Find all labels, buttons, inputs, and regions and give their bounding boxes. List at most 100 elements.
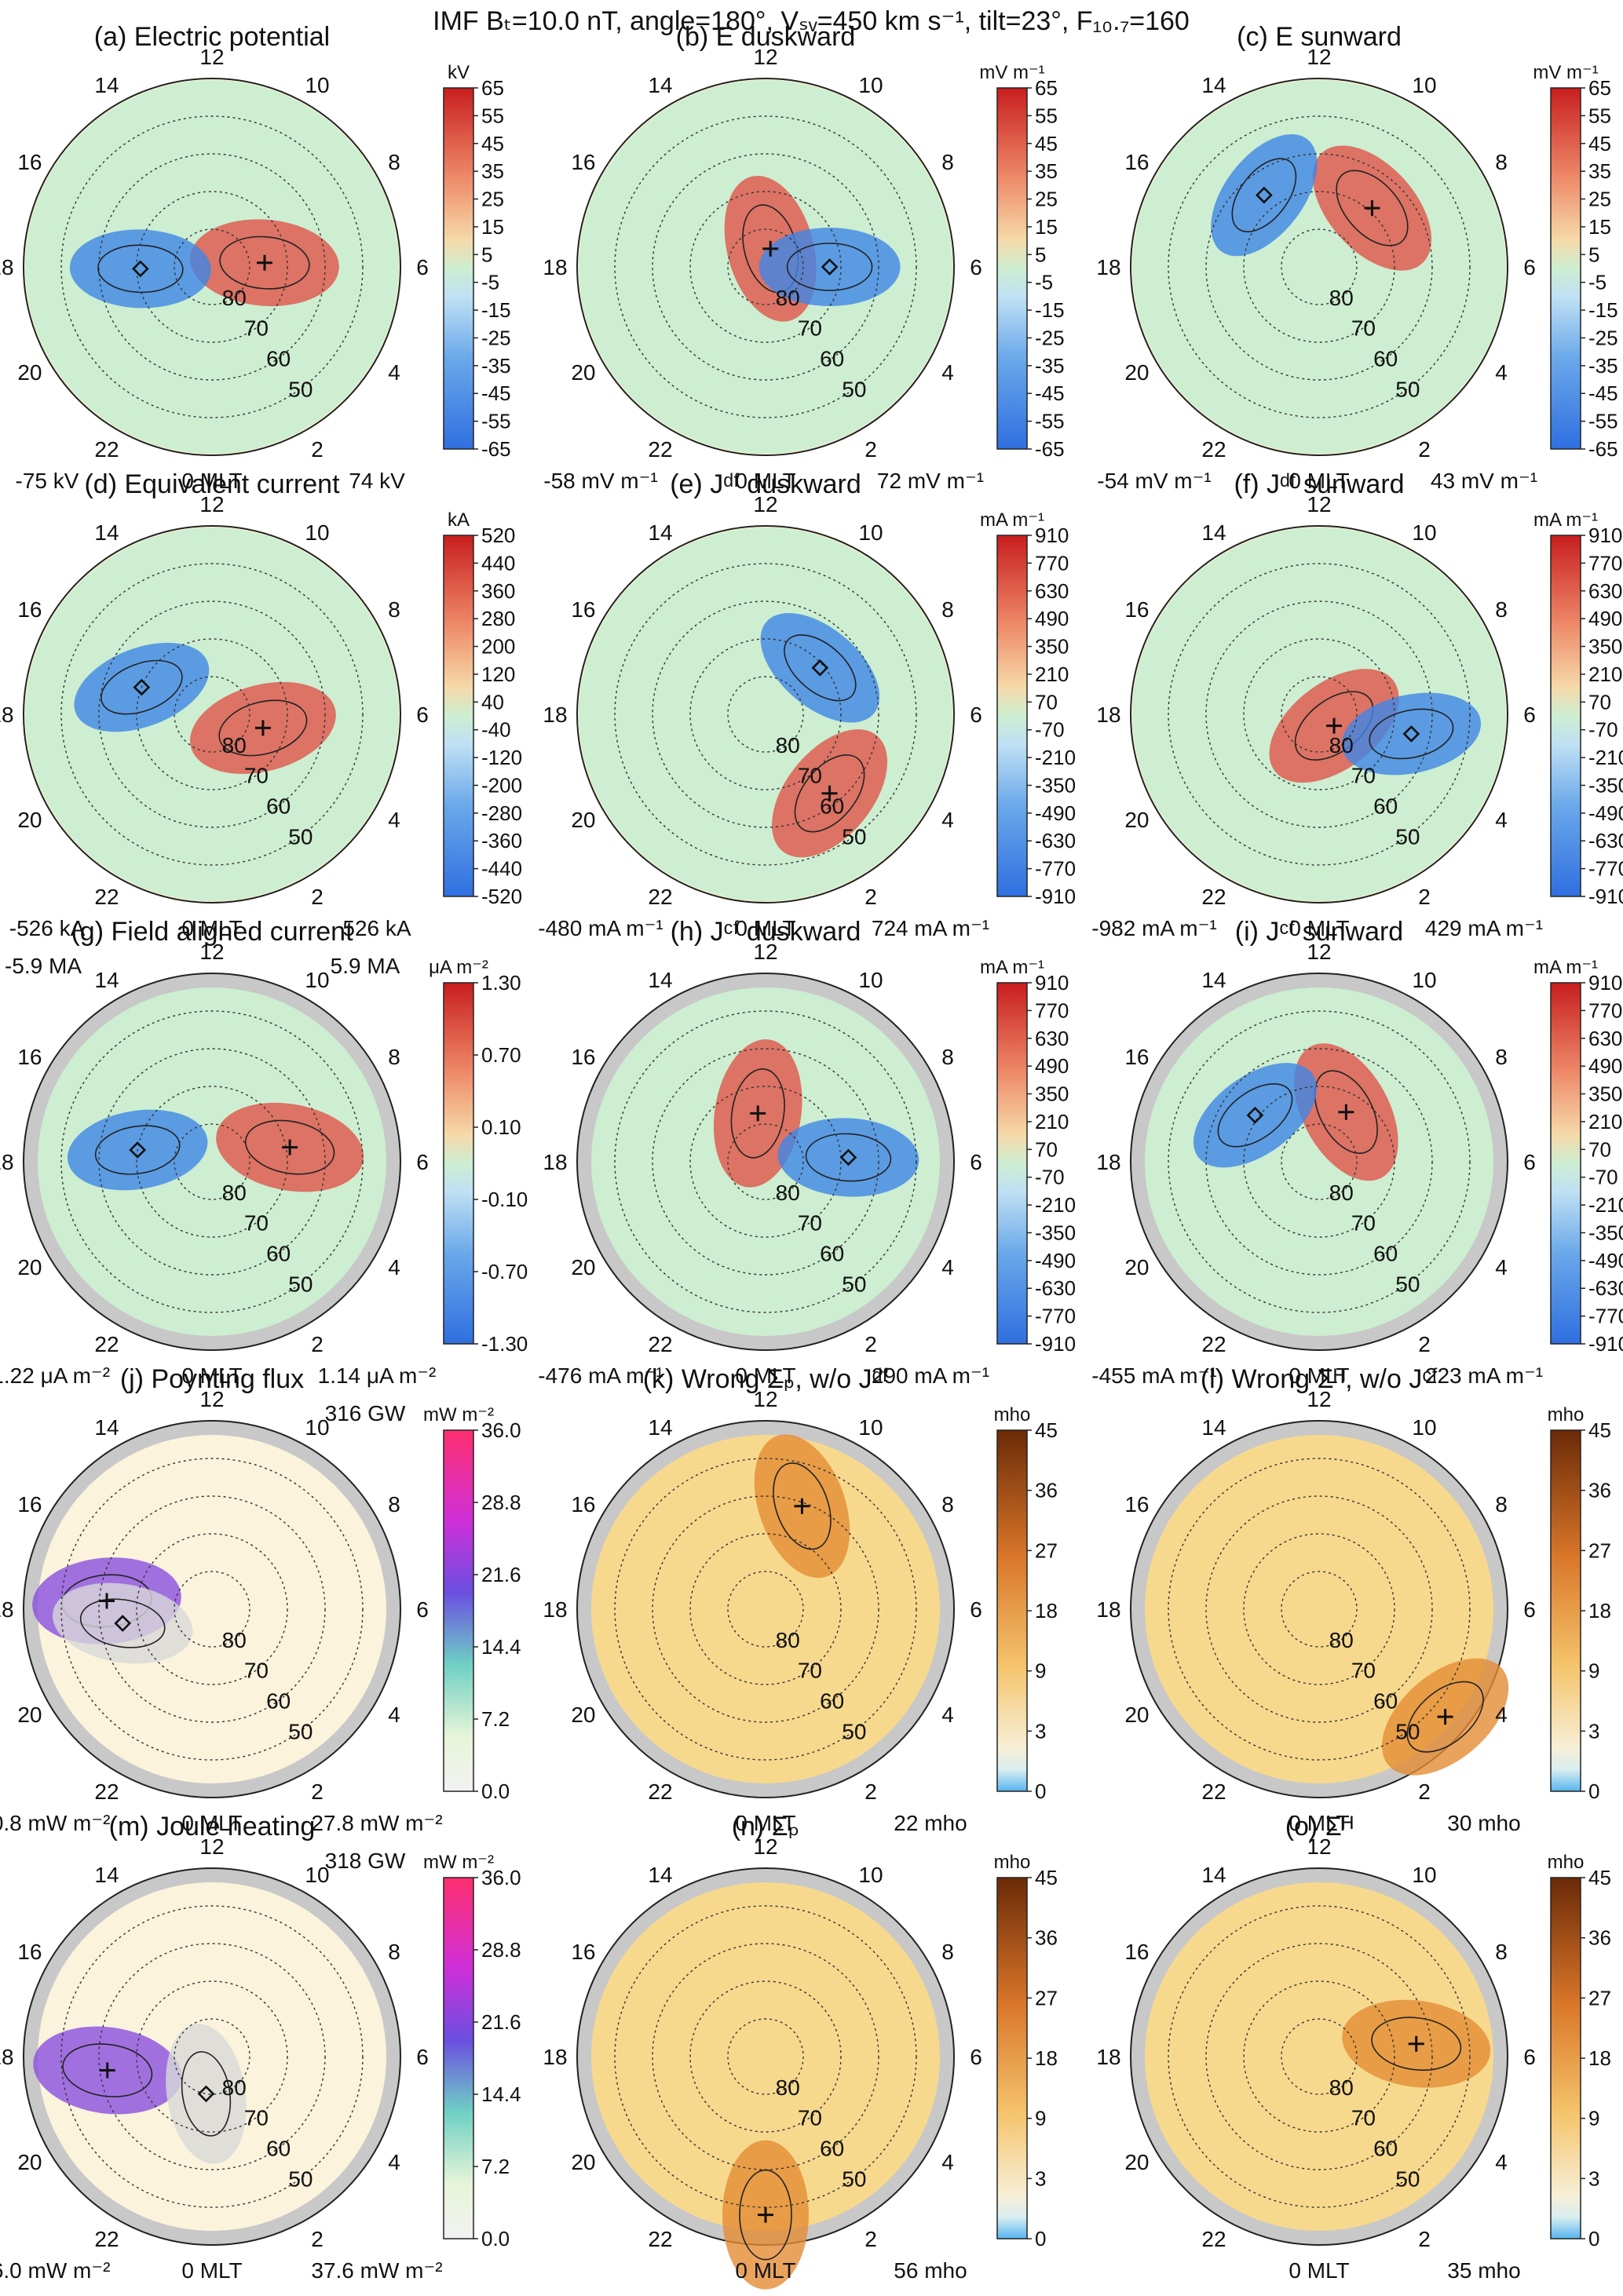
colorbar-tick-label: -210: [1035, 746, 1076, 769]
hour-label: 14: [648, 968, 672, 992]
hour-label: 20: [17, 2150, 42, 2174]
field-region: [52, 1582, 193, 1664]
min-marker: [133, 678, 151, 696]
latitude-label: 60: [1373, 1241, 1398, 1265]
total-power-label: 5.9 MA: [331, 954, 400, 978]
hour-label: 2: [311, 1332, 324, 1356]
hour-label: 8: [941, 1940, 954, 1964]
polar-field: [591, 1882, 940, 2231]
latitude-circle: [1281, 2018, 1358, 2095]
latitude-label: 80: [776, 1628, 800, 1652]
colorbar-tick-label: 3: [1588, 2166, 1599, 2190]
hour-label: 18: [0, 1597, 14, 1622]
hour-label: 2: [311, 1779, 324, 1804]
mlt-label: 0 MLT: [1289, 2258, 1349, 2283]
latitude-label: 70: [798, 316, 822, 341]
latitude-label: 70: [1351, 316, 1376, 341]
max-value-label: 526 kA: [342, 916, 411, 940]
hour-label: 10: [858, 520, 883, 545]
hour-label: 20: [17, 1255, 42, 1279]
hour-label: 6: [970, 255, 982, 279]
hour-label: 8: [1495, 597, 1508, 622]
latitude-circle: [652, 600, 879, 828]
colorbar-tick-label: -630: [1035, 1276, 1076, 1300]
colorbar-tick-label: 0: [1035, 1779, 1046, 1803]
latitude-label: 80: [776, 733, 800, 757]
hour-label: 12: [753, 940, 777, 964]
min-marker: [811, 659, 829, 677]
max-marker: [821, 785, 838, 801]
colorbar-tick-label: 45: [1035, 132, 1058, 155]
colorbar-tick-label: -490: [1035, 1249, 1076, 1272]
contour-line: [181, 2051, 232, 2137]
colorbar-tick-label: -490: [1588, 1249, 1623, 1272]
colorbar-tick-label: -70: [1588, 718, 1618, 742]
hour-label: 2: [311, 885, 324, 909]
colorbar-tick-label: 65: [1588, 76, 1611, 100]
hour-label: 6: [970, 1150, 982, 1174]
hour-label: 14: [648, 520, 672, 545]
hour-label: 14: [648, 73, 672, 97]
colorbar-tick-label: 490: [1035, 607, 1069, 630]
colorbar-tick-label: 65: [1035, 76, 1058, 100]
panel-m: (m) Joule heating80706050121416182022246…: [0, 1812, 521, 2283]
hour-label: 14: [94, 1863, 119, 1887]
hour-label: 16: [1124, 597, 1149, 622]
colorbar-tick-label: 0.0: [481, 1779, 510, 1803]
colorbar-tick-label: -910: [1035, 1332, 1076, 1356]
contour-line: [79, 1598, 166, 1648]
latitude-circle: [98, 1943, 326, 2170]
hour-label: 22: [648, 885, 672, 909]
max-marker: [794, 1498, 810, 1514]
latitude-circle: [136, 638, 288, 790]
panel-title: (j) Poynting flux: [120, 1364, 304, 1394]
hour-label: 8: [388, 1940, 400, 1964]
latitude-circle: [174, 228, 250, 305]
mlt-label: 0 MLT: [1289, 1811, 1349, 1835]
latitude-circle: [1243, 1086, 1395, 1238]
hour-label: 6: [1523, 1597, 1536, 1622]
latitude-circle: [614, 1458, 917, 1761]
hour-label: 18: [1096, 255, 1120, 279]
latitude-label: 70: [798, 764, 822, 788]
colorbar-tick-label: 5: [1588, 243, 1599, 266]
mlt-label: 0 MLT: [735, 469, 795, 493]
panel-grid: (a) Electric potential807060501214161820…: [0, 22, 1623, 2290]
colorbar-tick-label: 36: [1035, 1926, 1058, 1950]
contour-line: [1217, 1082, 1293, 1148]
hour-label: 6: [416, 1150, 429, 1174]
hour-label: 8: [1495, 1492, 1508, 1517]
colorbar-tick-label: 280: [481, 607, 515, 630]
colorbar-tick-label: 910: [1588, 971, 1622, 995]
hour-label: 4: [388, 360, 400, 385]
colorbar-tick-label: 360: [481, 579, 515, 603]
polar-field: [1145, 987, 1493, 1336]
colorbar-tick-label: 18: [1588, 2046, 1611, 2070]
mlt-label: 0 MLT: [735, 1363, 795, 1388]
hour-label: 18: [1096, 1150, 1120, 1174]
hour-label: 10: [305, 73, 329, 97]
colorbar-tick-label: 770: [1035, 551, 1069, 575]
hour-label: 22: [1201, 1779, 1226, 1804]
colorbar-tick-label: 630: [1035, 1027, 1069, 1050]
hour-label: 20: [1124, 2150, 1149, 2174]
hour-label: 22: [94, 885, 119, 909]
colorbar-tick-label: 45: [1035, 1866, 1058, 1889]
colorbar-tick-label: -200: [481, 773, 522, 797]
colorbar-tick-label: 0.0: [481, 2227, 510, 2250]
colorbar-tick-label: -35: [481, 354, 511, 378]
colorbar-tick-label: 910: [1035, 971, 1069, 995]
colorbar-tick-label: -120: [481, 746, 522, 769]
hour-label: 12: [1307, 45, 1331, 69]
colorbar-tick-label: -45: [1035, 381, 1065, 405]
hour-label: 4: [388, 808, 400, 832]
panel-title: (h) Jᶜᶠ duskward: [671, 917, 861, 947]
panel-j: (j) Poynting flux80706050121416182022246…: [0, 1364, 521, 1835]
hour-label: 2: [1418, 2227, 1431, 2251]
hour-label: 14: [648, 1863, 672, 1887]
max-marker: [1364, 200, 1380, 217]
latitude-circle: [614, 563, 917, 866]
colorbar-tick-label: -280: [481, 801, 522, 825]
